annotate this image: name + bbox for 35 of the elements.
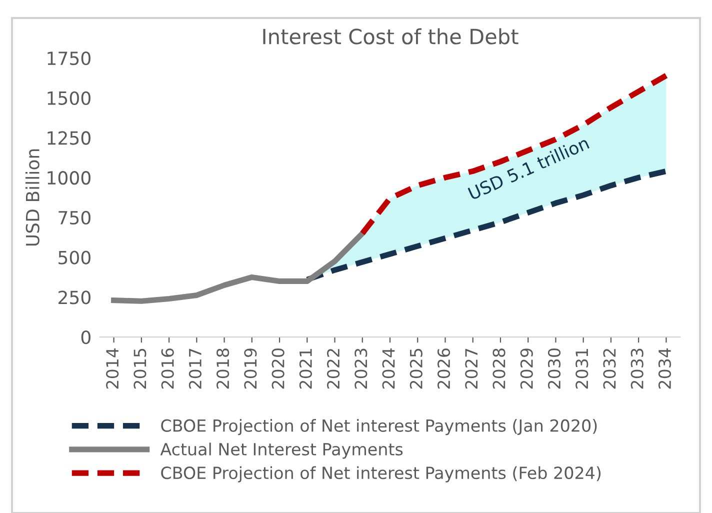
x-tick-label: 2034 <box>658 348 672 389</box>
x-tick-label: 2026 <box>437 348 450 389</box>
legend-label: CBOE Projection of Net interest Payments (Feb 2024) <box>161 466 601 482</box>
x-tick-label: 2016 <box>161 348 174 389</box>
legend-label: Actual Net Interest Payments <box>160 442 403 459</box>
y-tick-label: 1750 <box>48 51 90 66</box>
x-tick-label: 2014 <box>106 348 119 389</box>
x-tick-label: 2021 <box>299 348 312 389</box>
x-tick-label: 2020 <box>272 348 284 389</box>
x-tick-label: 2025 <box>410 348 422 389</box>
y-tick-label: 500 <box>58 250 90 264</box>
x-tick-label: 2024 <box>382 348 395 389</box>
x-tick-label: 2033 <box>630 348 644 389</box>
y-tick-label: 250 <box>58 290 90 304</box>
chart-title: Interest Cost of the Debt <box>263 28 518 44</box>
y-tick-label: 750 <box>58 210 90 225</box>
x-tick-label: 2018 <box>216 348 230 389</box>
legend-label: CBOE Projection of Net interest Payments (Jan 2020) <box>161 418 597 436</box>
x-tick-label: 2029 <box>520 348 533 389</box>
x-tick-label: 2031 <box>576 348 588 389</box>
y-axis-title: USD Billion <box>25 149 40 246</box>
y-tick-label: 1000 <box>48 171 90 185</box>
x-tick-label: 2030 <box>548 348 561 389</box>
x-tick-label: 2022 <box>326 349 340 389</box>
y-tick-label: 1500 <box>48 91 90 105</box>
x-tick-label: 2032 <box>603 349 616 389</box>
y-tick-label: 1250 <box>48 131 90 145</box>
x-tick-label: 2023 <box>354 348 368 389</box>
x-tick-label: 2027 <box>465 348 478 389</box>
x-tick-label: 2028 <box>492 348 506 389</box>
x-tick-label: 2015 <box>134 348 146 389</box>
annotation: USD 5.1 trillion <box>468 136 590 200</box>
x-tick-label: 2019 <box>244 348 257 389</box>
x-tick-label: 2017 <box>188 348 202 389</box>
y-tick-label: 0 <box>81 330 90 344</box>
